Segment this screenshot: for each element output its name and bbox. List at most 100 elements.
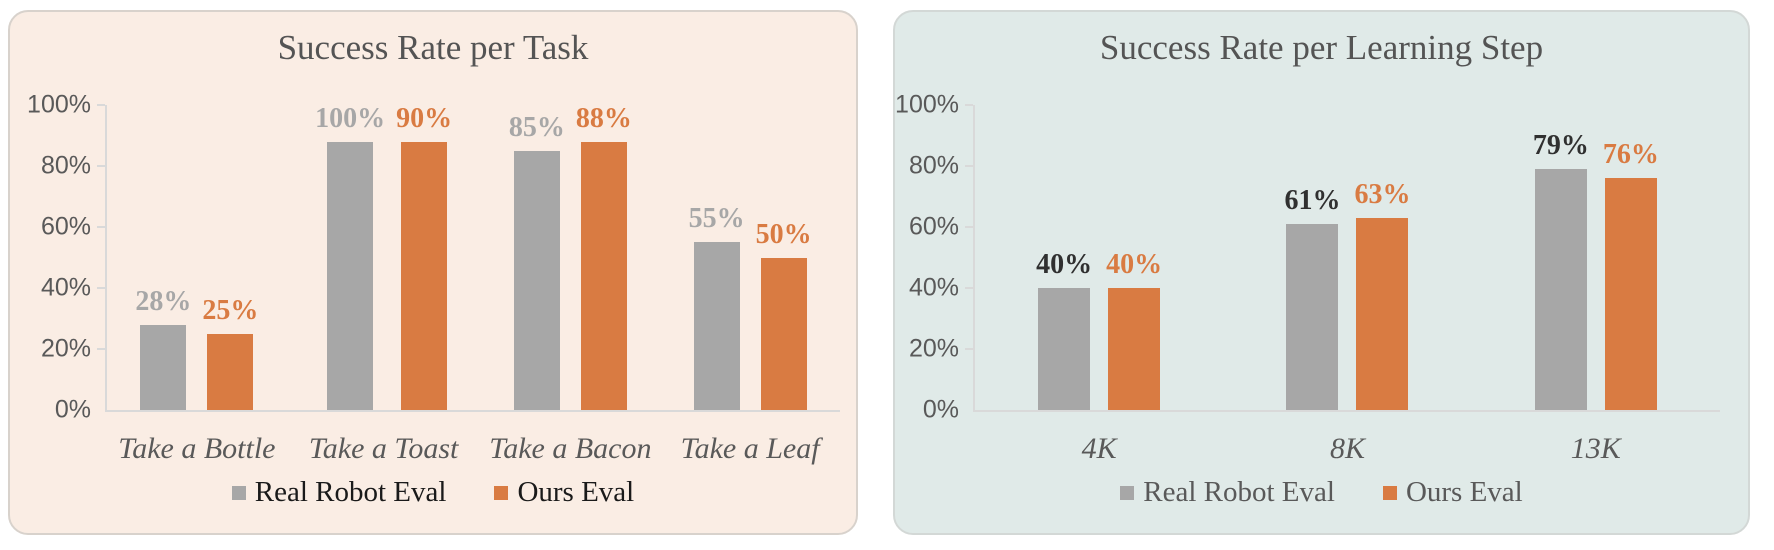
y-axis-tick-mark [965, 226, 973, 228]
legend-label: Ours Eval [1405, 476, 1523, 508]
y-axis-tick-label: 60% [908, 212, 959, 241]
bar [1534, 169, 1587, 410]
bar [207, 333, 254, 410]
y-axis-tick-label: 100% [27, 90, 91, 119]
category-label: 4K [1081, 432, 1117, 465]
bar-column: 100% [315, 105, 385, 410]
y-axis-tick-mark [965, 287, 973, 289]
legend-item-ours-eval: Ours Eval [494, 476, 634, 509]
learning-step-chart-title: Success Rate per Learning Step [1099, 28, 1544, 67]
task-chart-bars: 28% 25% Take a Bottle 100% 90% Take a Toast 85… [107, 105, 840, 466]
bar-group: 55% 50% Take a Leaf [681, 105, 820, 465]
y-axis-tick-label: 0% [54, 395, 91, 424]
y-axis-tick-mark [97, 165, 105, 167]
y-axis-tick-label: 0% [922, 395, 959, 424]
bar [1108, 288, 1161, 410]
category-label: Take a Bacon [489, 432, 652, 465]
bar-column: 85% [509, 105, 565, 410]
legend-item-ours-eval: Ours Eval [1382, 476, 1523, 509]
data-label: 100% [315, 103, 386, 134]
data-label: 63% [1354, 178, 1411, 210]
data-label: 90% [396, 103, 453, 134]
task-chart-legend: Real Robot Eval Ours Eval [10, 476, 856, 509]
legend-label: Real Robot Eval [1143, 476, 1335, 508]
data-label: 28% [135, 285, 192, 317]
legend-label: Ours Eval [517, 476, 635, 508]
bar [1604, 178, 1657, 410]
bar-column: 40% [1106, 105, 1162, 410]
data-label: 88% [575, 103, 632, 134]
learning-step-chart-bars: 40% 40% 4K 61% 63% 8K 79% 76% 13K [975, 105, 1720, 466]
gray-series-swatch-icon [231, 485, 246, 500]
y-axis-tick-label: 40% [908, 273, 959, 302]
bar [1356, 217, 1409, 410]
orange-series-swatch-icon [494, 485, 509, 500]
legend-label: Real Robot Eval [254, 476, 447, 508]
learning-step-chart-card: Success Rate per Learning Step 40% 40% 4K 6… [893, 10, 1750, 535]
y-axis-tick-mark [97, 104, 105, 106]
y-axis-tick-mark [965, 165, 973, 167]
y-axis-tick-label: 100% [895, 90, 959, 119]
orange-series-swatch-icon [1382, 485, 1397, 500]
bar [760, 257, 807, 410]
bar [327, 142, 374, 410]
data-label: 40% [1036, 249, 1093, 280]
bar-group: 61% 63% 8K [1284, 105, 1410, 465]
y-axis-tick-mark [97, 348, 105, 350]
bar-column: 61% [1284, 105, 1340, 410]
learning-step-chart-plot-area: 40% 40% 4K 61% 63% 8K 79% 76% 13K 0% 20% 40% 60% 80%… [895, 91, 1720, 466]
task-chart-title: Success Rate per Task [277, 28, 589, 67]
data-label: 61% [1284, 184, 1341, 216]
bar-group: 28% 25% Take a Bottle [118, 105, 275, 465]
y-axis-tick-label: 80% [908, 151, 959, 180]
y-axis-tick-label: 20% [40, 334, 91, 363]
bar [580, 142, 627, 410]
bar-column: 90% [396, 105, 452, 410]
category-label: 8K [1329, 432, 1365, 465]
category-label: 13K [1570, 432, 1621, 465]
bar [401, 142, 448, 410]
gray-series-swatch-icon [1120, 485, 1135, 500]
data-label: 79% [1532, 130, 1589, 162]
bar [140, 324, 187, 410]
legend-item-real-robot-eval: Real Robot Eval [1120, 476, 1335, 509]
bar-column: 63% [1354, 105, 1410, 410]
bar-column: 76% [1603, 105, 1659, 410]
bar-column: 40% [1036, 105, 1092, 410]
learning-step-chart-legend: Real Robot Eval Ours Eval [895, 476, 1748, 509]
data-label: 50% [755, 218, 812, 250]
bar [513, 150, 560, 410]
bar-column: 28% [135, 105, 191, 410]
bar-group: 40% 40% 4K [1036, 105, 1162, 466]
data-label: 76% [1602, 139, 1659, 171]
legend-item-real-robot-eval: Real Robot Eval [231, 476, 447, 509]
bar [1038, 288, 1091, 410]
y-axis-tick-label: 20% [908, 334, 959, 363]
bar-column: 79% [1533, 105, 1589, 410]
bar-group: 100% 90% Take a Toast [309, 105, 459, 466]
y-axis-tick-mark [965, 348, 973, 350]
category-label: Take a Bottle [118, 432, 276, 465]
bar-column: 50% [756, 105, 812, 410]
bar [693, 242, 740, 410]
bar-column: 25% [202, 105, 258, 410]
bar [1286, 223, 1339, 410]
category-label: Take a Toast [308, 432, 459, 465]
y-axis-tick-label: 80% [40, 151, 91, 180]
bar-column: 55% [689, 105, 745, 410]
y-axis-tick-label: 40% [40, 273, 91, 302]
category-label: Take a Leaf [680, 432, 820, 465]
y-axis-tick-mark [97, 226, 105, 228]
data-label: 55% [688, 203, 745, 235]
task-chart-card: Success Rate per Task 28% 25% Take a Bottl… [8, 10, 858, 535]
data-label: 25% [202, 294, 259, 326]
bar-column: 88% [576, 105, 632, 410]
bar-group: 79% 76% 13K [1533, 105, 1659, 465]
y-axis-tick-mark [97, 287, 105, 289]
task-chart-plot-area: 28% 25% Take a Bottle 100% 90% Take a Toast 85… [27, 91, 840, 466]
bar-group: 85% 88% Take a Bacon [489, 105, 651, 466]
data-label: 85% [508, 111, 565, 143]
data-label: 40% [1106, 249, 1163, 280]
y-axis-tick-label: 60% [40, 212, 91, 241]
